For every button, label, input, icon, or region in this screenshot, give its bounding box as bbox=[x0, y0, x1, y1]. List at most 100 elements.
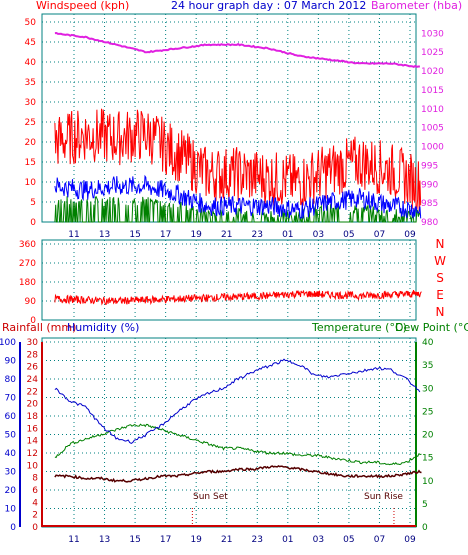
rain-tick-label: 18 bbox=[27, 412, 39, 422]
direction-tick-label: 180 bbox=[19, 278, 36, 288]
direction-tick-label: 360 bbox=[19, 240, 36, 250]
x-tick-label: 11 bbox=[68, 535, 79, 545]
x-tick-label: 21 bbox=[221, 230, 232, 240]
rain-tick-label: 4 bbox=[32, 498, 38, 508]
rain-tick-label: 2 bbox=[32, 511, 38, 521]
x-tick-label: 13 bbox=[99, 230, 110, 240]
barometer-axis-label: Barometer (hba) bbox=[371, 0, 462, 12]
left-tick-label: 10 bbox=[25, 178, 37, 188]
x-tick-label: 05 bbox=[343, 535, 354, 545]
left-tick-label: 0 bbox=[30, 218, 36, 228]
left-tick-label: 50 bbox=[25, 18, 37, 28]
x-tick-label: 23 bbox=[252, 535, 263, 545]
rain-tick-label: 16 bbox=[27, 424, 39, 434]
humidity-tick-label: 80 bbox=[5, 375, 17, 385]
gust-series-line bbox=[54, 108, 422, 213]
x-tick-label: 13 bbox=[99, 535, 110, 545]
direction-tick-label: 90 bbox=[25, 297, 37, 307]
x-tick-label: 15 bbox=[129, 535, 140, 545]
humidity-tick-label: 90 bbox=[5, 357, 17, 367]
x-tick-label: 03 bbox=[313, 535, 324, 545]
rain-tick-label: 6 bbox=[32, 486, 38, 496]
humidity-tick-label: 70 bbox=[5, 394, 17, 404]
humidity-line bbox=[54, 358, 421, 444]
x-tick-label: 07 bbox=[374, 535, 385, 545]
rain-tick-label: 20 bbox=[27, 400, 39, 410]
direction-tick-label: 270 bbox=[19, 259, 36, 269]
wind-direction-line bbox=[54, 289, 422, 306]
temp-tick-label: 0 bbox=[422, 523, 428, 533]
rain-tick-label: 22 bbox=[27, 387, 38, 397]
humidity-tick-label: 100 bbox=[0, 338, 16, 348]
rain-tick-label: 24 bbox=[27, 375, 39, 385]
rain-tick-label: 12 bbox=[27, 449, 38, 459]
compass-label: N bbox=[436, 237, 445, 251]
right-tick-label: 1020 bbox=[421, 67, 444, 77]
sunrise-label: Sun Rise bbox=[364, 492, 403, 502]
rain-tick-label: 30 bbox=[27, 338, 39, 348]
temp-tick-label: 10 bbox=[422, 477, 434, 487]
panel-frame bbox=[41, 337, 417, 528]
left-tick-label: 25 bbox=[25, 118, 36, 128]
humidity-tick-label: 20 bbox=[5, 486, 17, 496]
x-tick-label: 01 bbox=[282, 230, 293, 240]
temp-humidity-panel: 11 13 15 17 19 21 23 0 1 0 3 0 5 0 7 0 90 10 20 30 4 05 0 6 07 0 8… bbox=[0, 337, 434, 545]
humidity-axis-label: Humidity (%) bbox=[67, 321, 139, 334]
right-tick-label: 990 bbox=[421, 180, 438, 190]
rain-tick-label: 8 bbox=[32, 474, 38, 484]
rain-tick-label: 28 bbox=[27, 350, 39, 360]
barometer-series-line bbox=[54, 31, 420, 69]
left-tick-label: 35 bbox=[25, 78, 36, 88]
chart-title: 24 hour graph day : 07 March 2012 bbox=[171, 0, 366, 12]
right-tick-label: 995 bbox=[421, 161, 438, 171]
temp-tick-label: 25 bbox=[422, 407, 433, 417]
x-tick-label: 21 bbox=[221, 535, 232, 545]
x-tick-label: 17 bbox=[160, 230, 171, 240]
left-tick-label: 5 bbox=[30, 198, 36, 208]
rain-tick-label: 10 bbox=[27, 461, 39, 471]
x-tick-label: 11 bbox=[68, 230, 79, 240]
temp-tick-label: 30 bbox=[422, 384, 434, 394]
compass-label: W bbox=[434, 254, 446, 268]
rain-tick-label: 14 bbox=[27, 437, 39, 447]
right-tick-label: 1005 bbox=[421, 124, 444, 134]
left-tick-label: 40 bbox=[25, 58, 37, 68]
x-tick-label: 23 bbox=[252, 230, 263, 240]
left-tick-label: 20 bbox=[25, 138, 37, 148]
x-tick-label: 09 bbox=[404, 535, 416, 545]
wind-baro-panel: 11 13 15 17 19 21 23 01 03 05 07 090510152025303540… bbox=[25, 13, 444, 240]
rain-tick-label: 26 bbox=[27, 363, 39, 373]
x-tick-label: 15 bbox=[129, 230, 140, 240]
temp-tick-label: 35 bbox=[422, 361, 433, 371]
compass-label: S bbox=[436, 271, 444, 285]
x-tick-label: 09 bbox=[404, 230, 416, 240]
temperature-line bbox=[54, 423, 422, 466]
right-tick-label: 1025 bbox=[421, 48, 444, 58]
x-tick-label: 17 bbox=[160, 535, 171, 545]
average-series-line bbox=[54, 174, 422, 219]
right-tick-label: 980 bbox=[421, 218, 438, 228]
rainfall-axis-label: Rainfall (mm) bbox=[2, 321, 76, 334]
right-tick-label: 1010 bbox=[421, 105, 444, 115]
panel-frame bbox=[41, 239, 417, 321]
compass-label: N bbox=[436, 305, 445, 319]
sunset-label: Sun Set bbox=[193, 492, 228, 502]
direction-tick-label: 0 bbox=[30, 316, 36, 326]
humidity-tick-label: 60 bbox=[5, 412, 17, 422]
right-tick-label: 1030 bbox=[421, 29, 444, 39]
x-tick-label: 05 bbox=[343, 230, 354, 240]
temp-tick-label: 40 bbox=[422, 338, 434, 348]
humidity-tick-label: 0 bbox=[10, 523, 16, 533]
left-tick-label: 15 bbox=[25, 158, 36, 168]
humidity-tick-label: 50 bbox=[5, 431, 17, 441]
x-tick-label: 19 bbox=[190, 535, 202, 545]
right-tick-label: 1015 bbox=[421, 86, 444, 96]
rain-tick-label: 0 bbox=[32, 523, 38, 533]
right-tick-label: 1000 bbox=[421, 143, 444, 153]
right-tick-label: 985 bbox=[421, 199, 438, 209]
x-tick-label: 03 bbox=[313, 230, 324, 240]
x-tick-label: 07 bbox=[374, 230, 385, 240]
compass-label: E bbox=[436, 288, 444, 302]
